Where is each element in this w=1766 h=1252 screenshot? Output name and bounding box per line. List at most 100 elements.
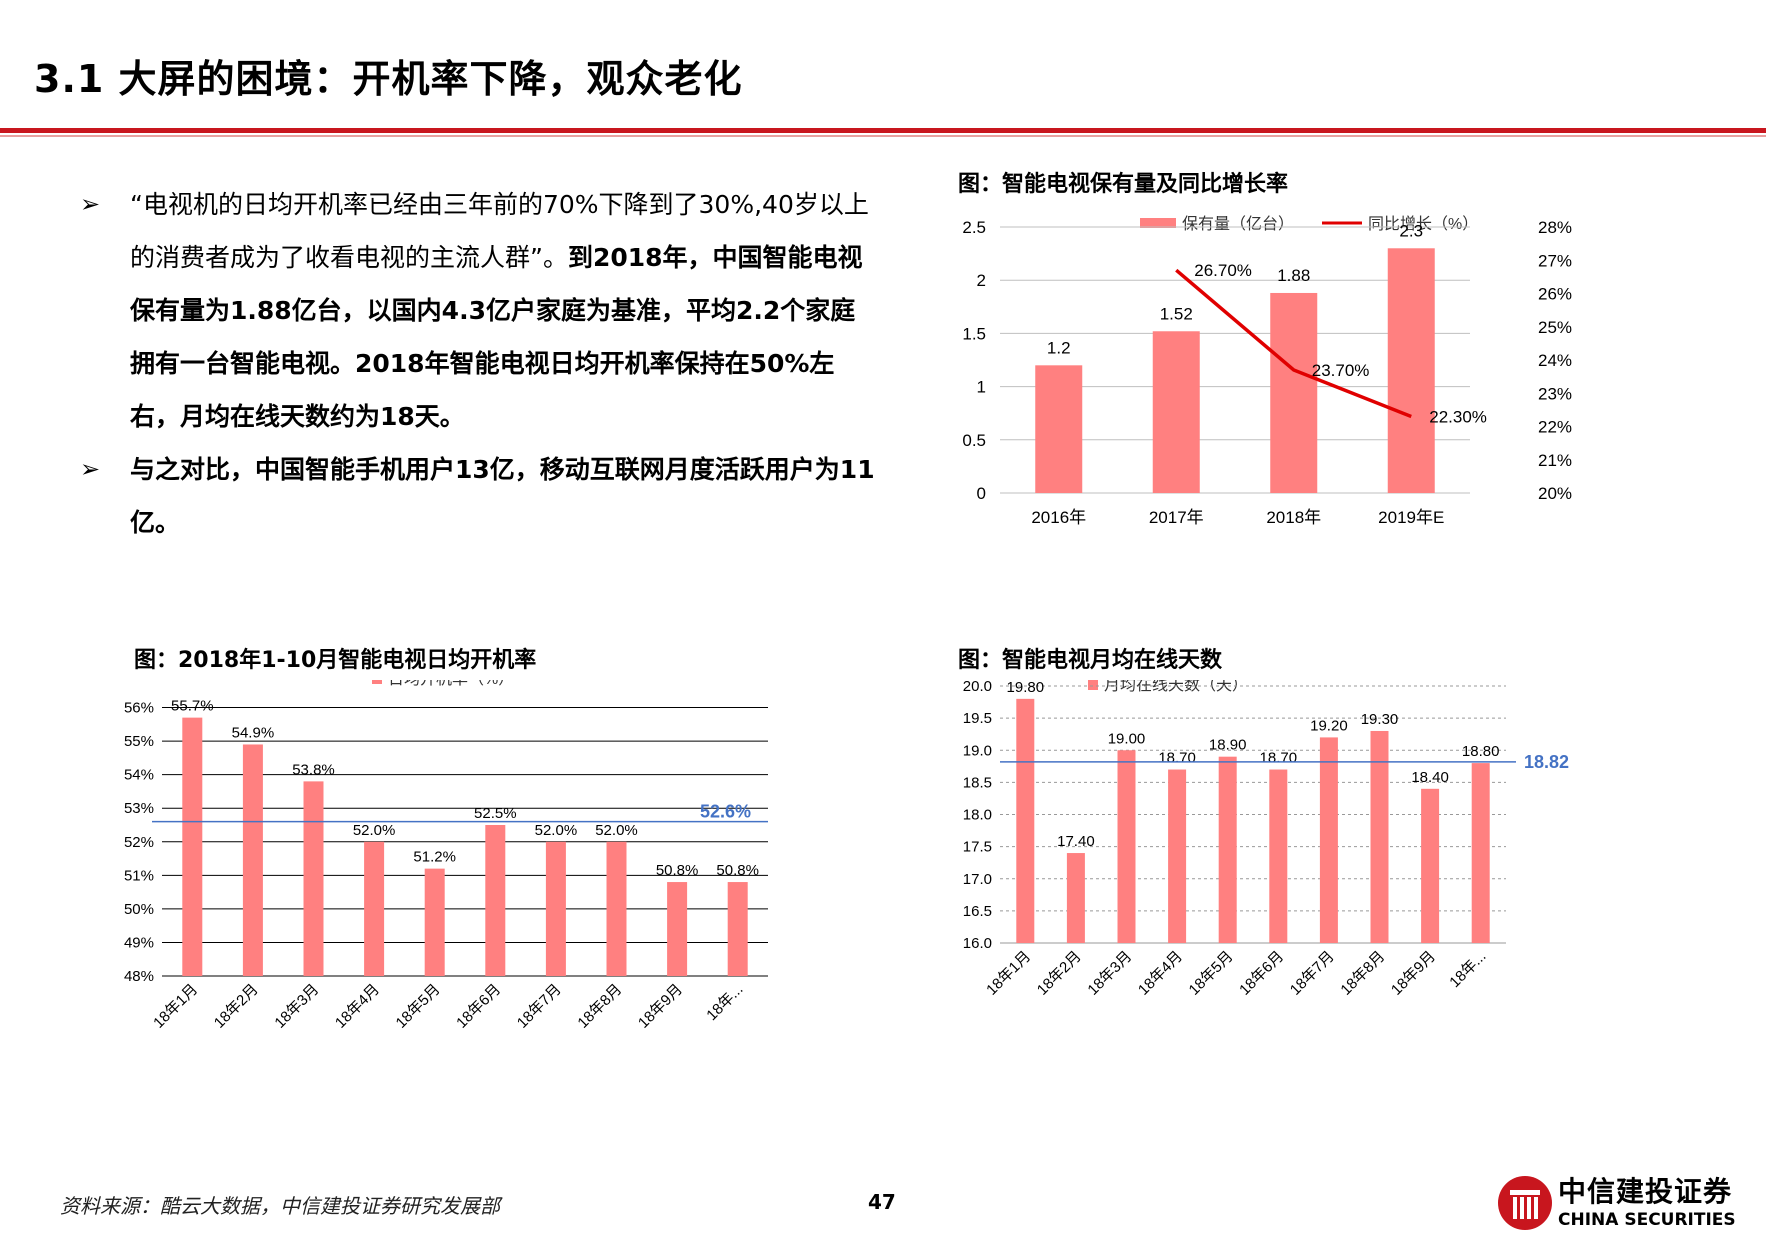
arrow-bullet-icon: ➢: [80, 190, 101, 218]
bar: [424, 868, 445, 976]
legend-swatch-bar: [372, 680, 382, 684]
y-tick-label: 17.0: [963, 871, 992, 888]
legend-swatch-bar: [1140, 218, 1176, 228]
title-divider: [0, 128, 1766, 133]
x-tick-label: 2018年: [1266, 508, 1321, 527]
x-tick-label: 18年9月: [635, 981, 686, 1032]
x-tick-label: 18年3月: [1084, 948, 1135, 999]
bar: [485, 825, 506, 976]
y-tick-label: 18.0: [963, 807, 992, 824]
y-tick-label: 55%: [124, 733, 154, 750]
brand-name-cn: 中信建投证券: [1558, 1175, 1733, 1208]
bar: [667, 882, 688, 976]
y2-tick-label: 27%: [1538, 251, 1572, 270]
x-tick-label: 18年4月: [332, 981, 383, 1032]
brand-mark-icon: [1498, 1176, 1552, 1230]
x-tick-label: 18年8月: [574, 981, 625, 1032]
y-tick-label: 1.5: [962, 324, 986, 343]
bar: [1270, 292, 1318, 493]
y-tick-label: 54%: [124, 767, 154, 784]
bar: [727, 882, 748, 976]
page-title: 3.1 大屏的困境：开机率下降，观众老化: [34, 57, 743, 101]
y-tick-label: 19.5: [963, 710, 992, 727]
bar-data-label: 50.8%: [716, 862, 759, 879]
y-tick-label: 50%: [124, 901, 154, 918]
y-tick-label: 51%: [124, 867, 154, 884]
bar-data-label: 19.00: [1108, 730, 1146, 747]
y-tick-label: 0: [977, 484, 986, 503]
bar: [1421, 788, 1440, 943]
bullet-item: ➢ 与之对比，中国智能手机用户13亿，移动互联网月度活跃用户为11亿。: [80, 443, 880, 549]
page-number: 47: [868, 1190, 896, 1214]
source-note: 资料来源：酷云大数据，中信建投证券研究发展部: [60, 1194, 500, 1218]
bar: [303, 781, 324, 976]
arrow-bullet-icon: ➢: [80, 455, 101, 483]
bullet-item: ➢ “电视机的日均开机率已经由三年前的70%下降到了30%,40岁以上的消费者成…: [80, 178, 880, 443]
y2-tick-label: 25%: [1538, 318, 1572, 337]
y-tick-label: 1: [977, 378, 986, 397]
bar-data-label: 1.2: [1047, 338, 1071, 357]
x-tick-label: 2017年: [1149, 508, 1204, 527]
bar: [364, 841, 385, 976]
bar-data-label: 54.9%: [232, 724, 275, 741]
chart-daily-on-rate: 日均开机率（%） 48% 49% 50% 51% 52% 53% 54% 55% 56% 57% 55…: [124, 680, 768, 1032]
y-tick-label: 57%: [124, 680, 154, 683]
y2-tick-label: 23%: [1538, 384, 1572, 403]
x-tick-label: 18年5月: [1186, 948, 1237, 999]
y2-tick-label: 24%: [1538, 351, 1572, 370]
bar-data-label: 18.90: [1209, 737, 1247, 754]
bar-data-label: 18.80: [1462, 743, 1500, 760]
y-tick-label: 2: [977, 271, 986, 290]
y-tick-label: 52%: [124, 834, 154, 851]
y2-tick-label: 21%: [1538, 451, 1572, 470]
bar: [1387, 248, 1435, 493]
y2-tick-label: 28%: [1538, 218, 1572, 237]
x-tick-label: 18年8月: [1337, 948, 1388, 999]
x-tick-label: 18年4月: [1135, 948, 1186, 999]
line-data-label: 22.30%: [1429, 408, 1487, 427]
legend-label-bar: 保有量（亿台）: [1182, 215, 1294, 233]
x-tick-label: 2016年: [1031, 508, 1086, 527]
bar: [1319, 737, 1338, 943]
x-tick-label: 2019年E: [1378, 508, 1444, 527]
x-tick-label: 18年7月: [514, 981, 565, 1032]
bar: [242, 744, 263, 976]
bar: [1016, 698, 1035, 943]
bar: [1370, 730, 1389, 943]
bar: [1471, 763, 1490, 943]
bar: [1035, 365, 1083, 493]
bar: [1066, 853, 1085, 943]
brand-logo: 中信建投证券 CHINA SECURITIES: [1496, 1168, 1746, 1238]
legend-swatch-bar: [1088, 680, 1098, 690]
bar-data-label: 18.70: [1158, 750, 1196, 767]
y-tick-label: 49%: [124, 934, 154, 951]
average-label: 18.82: [1524, 752, 1569, 772]
chart3-caption: 图：智能电视月均在线天数: [958, 648, 1223, 673]
bar-data-label: 55.7%: [171, 698, 214, 715]
x-tick-label: 18年6月: [1236, 948, 1287, 999]
y2-tick-label: 22%: [1538, 418, 1572, 437]
line-data-label: 23.70%: [1312, 361, 1370, 380]
growth-line: [1175, 268, 1412, 419]
line-data-label: 26.70%: [1194, 261, 1252, 280]
x-tick-label: 18年7月: [1287, 948, 1338, 999]
bar-data-label: 52.5%: [474, 805, 517, 822]
bar-data-label: 52.0%: [353, 822, 396, 839]
bar: [182, 717, 203, 976]
bar: [606, 841, 627, 976]
bullet-bold-text: 到2018年，中国智能电视保有量为1.88亿台，以国内4.3亿户家庭为基准，平均…: [130, 243, 863, 431]
y-tick-label: 48%: [124, 968, 154, 985]
bar: [1269, 769, 1288, 943]
bullet-quote-text: “电视机的日均开机率已经由三年前的70%下降到了30%,40岁以上的消费者成为了…: [130, 190, 869, 272]
y-tick-label: 53%: [124, 800, 154, 817]
x-tick-label: 18年1月: [150, 981, 201, 1032]
bar-data-label: 19.20: [1310, 717, 1348, 734]
y-tick-label: 16.0: [963, 935, 992, 952]
y-tick-label: 20.0: [963, 680, 992, 695]
y-tick-label: 2.5: [962, 218, 986, 237]
bar-data-label: 1.52: [1160, 304, 1193, 323]
bar-data-label: 19.30: [1361, 711, 1399, 728]
bar-data-label: 50.8%: [656, 862, 699, 879]
bullet-list: ➢ “电视机的日均开机率已经由三年前的70%下降到了30%,40岁以上的消费者成…: [80, 178, 880, 549]
x-tick-label: 18年...: [703, 981, 746, 1024]
